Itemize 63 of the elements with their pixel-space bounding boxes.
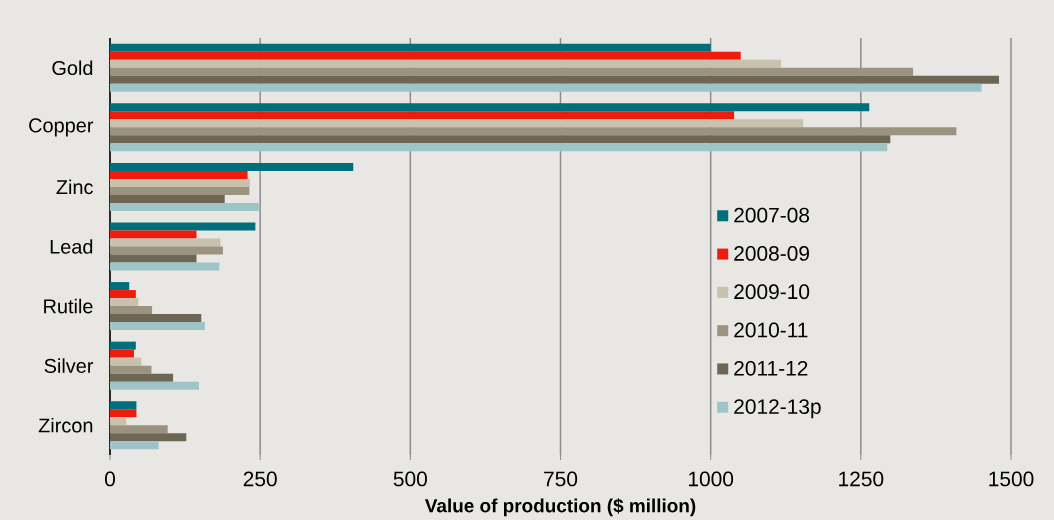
x-tick-label: 500 [393, 471, 427, 487]
bar [110, 170, 248, 179]
y-tick-label: Lead [50, 239, 93, 254]
x-axis-title: Value of production ($ million) [424, 498, 696, 517]
bar [110, 409, 137, 418]
bar [110, 373, 174, 382]
bar [110, 262, 220, 271]
bar [110, 43, 711, 52]
bar [110, 401, 137, 410]
bar [110, 143, 888, 152]
y-tick-label: Gold [52, 60, 93, 76]
bar [110, 51, 741, 60]
y-tick-label: Zircon [38, 417, 93, 433]
bar [110, 162, 354, 171]
bar [110, 111, 735, 120]
bar [110, 59, 781, 68]
legend-label: 2011-12 [734, 360, 808, 376]
bar [110, 186, 250, 195]
x-tick-label: 1500 [989, 471, 1034, 487]
bar [110, 178, 250, 187]
bar [110, 254, 197, 263]
bar [110, 119, 804, 128]
legend-label: 2007-08 [734, 207, 810, 223]
legend-label: 2012-13p [734, 399, 821, 419]
bar [110, 83, 982, 92]
bar [110, 314, 202, 323]
bar [110, 433, 187, 442]
bar [110, 425, 168, 434]
bar [110, 238, 221, 247]
bar [110, 246, 223, 255]
bar [110, 381, 199, 390]
x-tick-label: 0 [104, 471, 115, 487]
bar [110, 202, 259, 211]
x-tick-label: 1000 [689, 471, 734, 487]
bar [110, 127, 957, 136]
bar [110, 298, 139, 307]
bar [110, 349, 135, 358]
bar [110, 441, 159, 450]
x-tick-label: 250 [243, 471, 277, 487]
bar [110, 357, 142, 366]
x-tick-label: 750 [544, 471, 578, 487]
legend-label: 2008-09 [734, 246, 809, 261]
bar [110, 194, 225, 203]
legend-label: 2010-11 [734, 322, 808, 338]
bar [110, 135, 891, 144]
bar [110, 75, 999, 84]
bar [110, 103, 870, 112]
bar [110, 365, 152, 374]
bar [110, 306, 153, 315]
bar [110, 290, 136, 299]
legend-label: 2009-10 [734, 284, 810, 300]
bar [110, 322, 205, 331]
y-tick-label: Rutile [44, 298, 93, 314]
x-tick-label: 1250 [839, 471, 884, 487]
y-tick-label: Silver [44, 358, 94, 373]
bar [110, 417, 127, 426]
bar [110, 230, 197, 239]
bar [110, 341, 136, 350]
y-tick-label: Copper [29, 118, 94, 137]
bar [110, 222, 256, 231]
y-tick-label: Zinc [56, 179, 93, 195]
bar [110, 282, 130, 291]
bar [110, 67, 914, 76]
